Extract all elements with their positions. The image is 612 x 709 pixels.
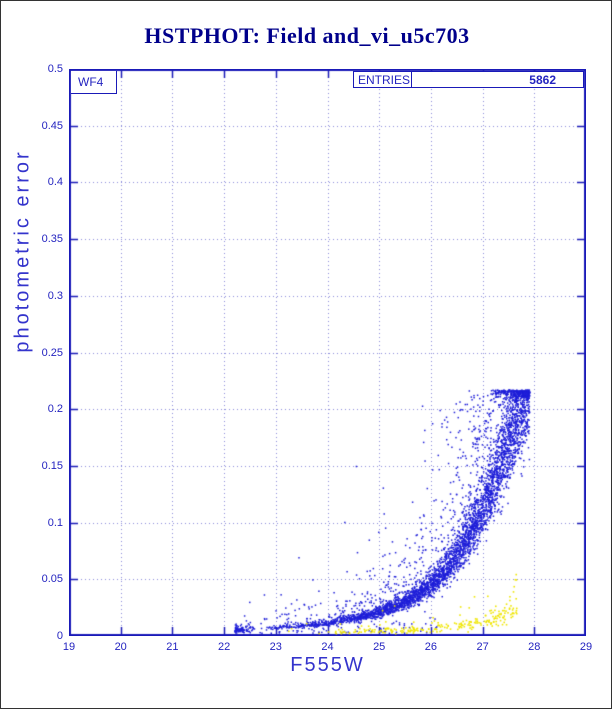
x-tick-label: 25 [373,641,385,653]
y-tick-label: 0.05 [21,573,63,585]
x-tick-label: 28 [528,641,540,653]
x-tick-label: 20 [115,641,127,653]
x-axis-label: F555W [69,654,586,677]
y-tick-label: 0 [21,630,63,642]
x-tick-label: 27 [476,641,488,653]
entries-label: ENTRIES [354,72,412,87]
x-tick-label: 23 [270,641,282,653]
y-tick-label: 0.3 [21,290,63,302]
x-tick-label: 24 [321,641,333,653]
detector-badge: WF4 [71,71,117,94]
entries-box: ENTRIES 5862 [353,71,584,88]
y-tick-label: 0.35 [21,233,63,245]
x-tick-label: 29 [580,641,592,653]
x-tick-label: 22 [218,641,230,653]
scatter-canvas [69,69,586,636]
entries-value: 5862 [529,73,583,87]
x-tick-label: 19 [63,641,75,653]
y-tick-label: 0.5 [21,63,63,75]
detector-label: WF4 [78,75,103,89]
y-tick-label: 0.4 [21,176,63,188]
y-tick-label: 0.1 [21,517,63,529]
y-tick-label: 0.25 [21,347,63,359]
y-tick-label: 0.45 [21,120,63,132]
y-tick-label: 0.2 [21,403,63,415]
chart-title: HSTPHOT: Field and_vi_u5c703 [1,23,612,49]
hstphot-plot-page: HSTPHOT: Field and_vi_u5c703 WF4 ENTRIES… [0,0,612,709]
x-tick-label: 26 [425,641,437,653]
y-tick-label: 0.15 [21,460,63,472]
x-tick-label: 21 [166,641,178,653]
